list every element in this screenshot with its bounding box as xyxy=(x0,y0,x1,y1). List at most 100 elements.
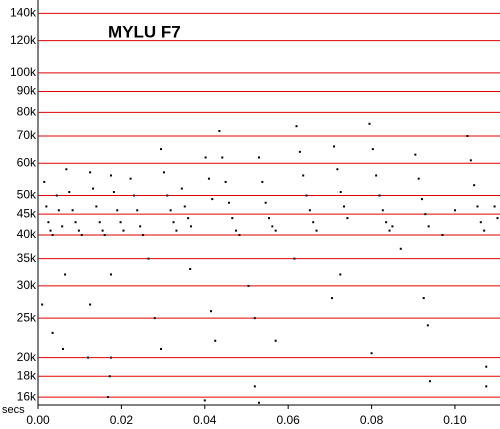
point xyxy=(51,331,54,334)
point xyxy=(218,130,221,133)
point xyxy=(61,225,64,228)
point xyxy=(166,194,169,197)
point xyxy=(74,221,77,224)
point xyxy=(153,317,156,320)
point xyxy=(43,180,46,183)
point xyxy=(378,194,381,197)
point xyxy=(92,187,95,190)
point xyxy=(336,168,339,171)
point xyxy=(473,184,476,187)
x-tick-label: 0.02 xyxy=(110,413,134,427)
y-tick-label: 60k xyxy=(17,155,37,169)
point xyxy=(235,229,238,232)
x-tick-label: 0.00 xyxy=(26,413,50,427)
point xyxy=(214,339,217,342)
point xyxy=(183,205,186,208)
point xyxy=(55,194,58,197)
y-tick-label: 25k xyxy=(17,310,37,324)
point xyxy=(77,229,80,232)
point xyxy=(257,401,260,404)
point xyxy=(51,233,54,236)
point xyxy=(109,174,112,177)
point xyxy=(315,229,318,232)
point xyxy=(98,221,101,224)
point xyxy=(346,217,349,220)
point xyxy=(417,177,420,180)
point xyxy=(268,217,270,220)
y-tick-label: 40k xyxy=(17,227,37,241)
point xyxy=(485,365,488,368)
point xyxy=(271,225,274,228)
point xyxy=(391,225,394,228)
point xyxy=(139,225,142,228)
point xyxy=(95,205,98,208)
point xyxy=(129,177,132,180)
point xyxy=(116,209,119,212)
y-tick-label: 30k xyxy=(17,278,37,292)
y-tick-label: 90k xyxy=(17,84,37,98)
point xyxy=(274,339,277,342)
point xyxy=(426,324,429,327)
point xyxy=(62,347,65,350)
x-tick-label: 0.04 xyxy=(193,413,217,427)
point xyxy=(189,268,192,271)
point xyxy=(147,257,150,260)
point xyxy=(424,213,427,216)
point xyxy=(312,221,315,224)
point xyxy=(71,209,74,212)
x-tick-label: 0.08 xyxy=(360,413,384,427)
point xyxy=(107,396,110,399)
point xyxy=(302,174,305,177)
point xyxy=(264,201,267,204)
point xyxy=(57,209,60,212)
x-axis-label: secs xyxy=(2,404,25,416)
point xyxy=(422,297,425,300)
point xyxy=(441,233,444,236)
point xyxy=(119,221,122,224)
point xyxy=(496,217,499,220)
point xyxy=(370,352,373,355)
point xyxy=(274,229,277,232)
point xyxy=(45,205,48,208)
point xyxy=(421,198,424,201)
point xyxy=(238,233,241,236)
x-tick-label: 0.10 xyxy=(443,413,467,427)
point xyxy=(221,156,224,159)
y-tick-label: 45k xyxy=(17,206,37,220)
point xyxy=(47,221,50,224)
point xyxy=(295,125,298,128)
point xyxy=(41,303,44,306)
point xyxy=(68,191,71,194)
point xyxy=(160,347,163,350)
point xyxy=(87,356,90,359)
point xyxy=(101,229,104,232)
point xyxy=(136,209,139,212)
point xyxy=(187,217,190,220)
point xyxy=(375,174,378,177)
point xyxy=(428,380,431,383)
point xyxy=(485,385,488,388)
point xyxy=(132,194,135,197)
point xyxy=(108,375,111,378)
point xyxy=(122,229,125,232)
point xyxy=(80,233,83,236)
point xyxy=(65,168,68,171)
point xyxy=(261,180,264,183)
point xyxy=(388,229,391,232)
point xyxy=(109,356,112,359)
point xyxy=(257,156,260,159)
point xyxy=(172,221,175,224)
point xyxy=(227,201,230,204)
chart-title: MYLU F7 xyxy=(108,22,181,41)
y-tick-label: 35k xyxy=(17,251,37,265)
point xyxy=(103,233,106,236)
point xyxy=(247,284,250,287)
point xyxy=(339,273,342,276)
point xyxy=(339,191,342,194)
point xyxy=(231,217,234,220)
point xyxy=(293,257,296,260)
y-tick-label: 120k xyxy=(10,33,37,47)
y-tick-label: 18k xyxy=(17,368,37,382)
point xyxy=(109,273,112,276)
